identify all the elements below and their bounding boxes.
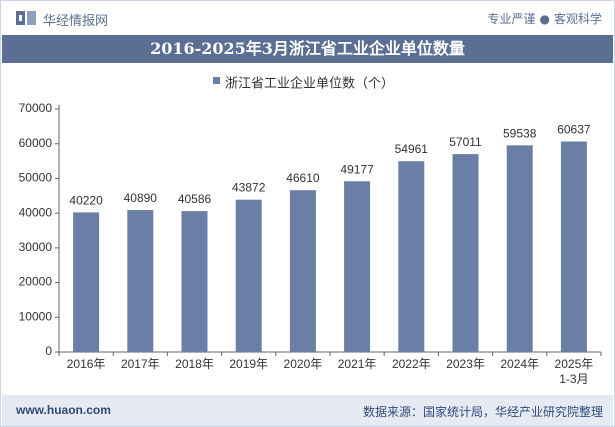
data-label: 59538 [503,126,537,140]
huajing-logo-icon [16,11,36,25]
data-source: 数据来源：国家统计局，华经产业研究院整理 [362,405,603,419]
bar [73,212,100,352]
bar [398,161,425,352]
x-tick-label: 2016年 [67,357,106,371]
y-tick-label: 0 [45,344,52,358]
data-label: 40586 [178,192,212,206]
top-bar: 华经情报网 专业严谨 ● 客观科学 [1,1,614,35]
y-tick-label: 40000 [19,205,53,219]
bar [506,145,533,352]
x-tick-label: 2025年 1-3月 [555,357,594,386]
bar [289,190,316,352]
y-tick-label: 50000 [19,171,53,185]
y-tick-label: 30000 [19,240,53,254]
website-link[interactable]: www.huaon.com [16,403,111,417]
bar [127,210,154,352]
data-label: 40890 [124,191,158,205]
tagline-separator: ● [539,12,550,26]
bar [235,199,262,352]
data-label: 60637 [557,123,591,137]
data-label: 43872 [232,181,266,195]
tagline: 专业严谨 ● 客观科学 [487,10,602,27]
x-tick-label: 2023年 [446,357,485,371]
bar [452,154,479,352]
bar [344,181,371,352]
chart-title: 2016-2025年3月浙江省工业企业单位数量 [2,35,613,63]
x-tick-label: 2019年 [229,357,268,371]
data-label: 57011 [449,135,482,149]
legend-label: 浙江省工业企业单位数（个） [225,76,394,92]
x-tick-label: 2020年 [284,357,323,371]
y-tick-label: 20000 [19,275,53,289]
tagline-right: 客观科学 [553,12,602,26]
data-label: 54961 [395,142,429,156]
brand-name: 华经情报网 [43,14,109,29]
tagline-left: 专业严谨 [487,12,536,26]
legend-swatch [213,77,220,84]
y-tick-label: 60000 [19,136,53,150]
x-tick-label: 2018年 [175,357,214,371]
data-label: 40220 [69,193,103,207]
bar-chart: 浙江省工业企业单位数（个） 0 10000 20000 30000 40000 50000 6… [19,76,602,386]
x-tick-label: 2021年 [338,357,377,371]
y-tick-label: 10000 [19,309,53,323]
footer: www.huaon.com 数据来源：国家统计局，华经产业研究院整理 [2,395,613,426]
bar [560,141,587,352]
x-tick-label: 2022年 [392,357,431,371]
data-label: 46610 [286,171,320,185]
data-label: 49177 [340,162,374,176]
bar [181,211,208,352]
x-tick-label: 2024年 [500,357,539,371]
y-tick-label: 70000 [19,101,53,115]
x-tick-label: 2017年 [121,357,160,371]
